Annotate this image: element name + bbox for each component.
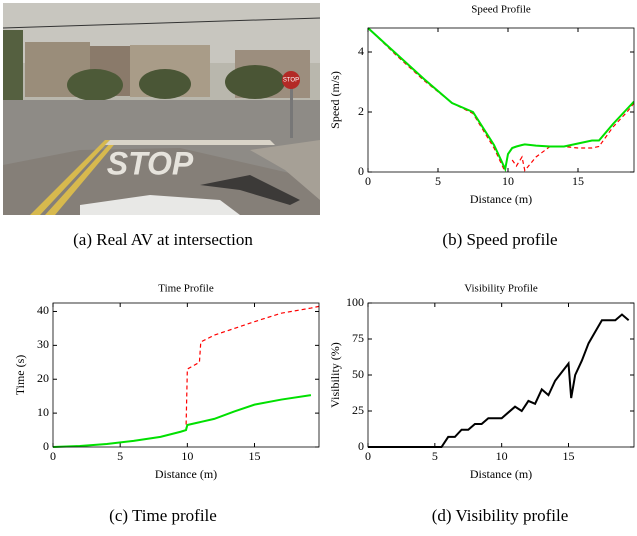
caption: (b) Speed profile xyxy=(442,230,557,249)
chart-title: Visibility Profile xyxy=(464,283,538,295)
y-tick-label: 0 xyxy=(358,439,364,453)
x-tick-label: 0 xyxy=(50,449,56,463)
y-tick-label: 30 xyxy=(37,337,49,351)
caption: (c) Time profile xyxy=(109,506,217,525)
y-axis-label: Speed (m/s) xyxy=(328,71,342,129)
series-line xyxy=(368,27,634,173)
x-tick-label: 15 xyxy=(563,449,575,463)
x-axis-label: Distance (m) xyxy=(155,467,217,481)
series-line xyxy=(368,313,630,448)
plot-frame xyxy=(52,302,320,448)
y-tick-label: 2 xyxy=(358,104,364,118)
y-tick-label: 25 xyxy=(352,403,364,417)
y-axis-label: Visibility (%) xyxy=(328,342,342,408)
y-tick-label: 75 xyxy=(352,331,364,345)
x-tick-label: 15 xyxy=(249,449,261,463)
y-tick-label: 0 xyxy=(358,164,364,178)
caption: (a) Real AV at intersection xyxy=(73,230,253,249)
y-tick-label: 4 xyxy=(358,44,364,58)
caption: (d) Visibility profile xyxy=(432,506,569,525)
plot-frame xyxy=(367,302,635,448)
x-tick-label: 0 xyxy=(365,449,371,463)
x-tick-label: 0 xyxy=(365,174,371,188)
x-tick-label: 5 xyxy=(117,449,123,463)
series-line xyxy=(53,305,319,448)
x-axis-label: Distance (m) xyxy=(470,192,532,206)
y-axis-label: Time (s) xyxy=(13,355,27,396)
y-tick-label: 50 xyxy=(352,367,364,381)
y-tick-label: 10 xyxy=(37,405,49,419)
x-axis-label: Distance (m) xyxy=(470,467,532,481)
chart-title: Time Profile xyxy=(158,283,214,295)
x-tick-label: 10 xyxy=(496,449,508,463)
series-line xyxy=(368,27,634,173)
x-tick-label: 5 xyxy=(432,449,438,463)
y-tick-label: 20 xyxy=(37,371,49,385)
plot-frame xyxy=(367,27,635,173)
x-tick-label: 10 xyxy=(502,174,514,188)
series-line xyxy=(53,394,312,448)
y-tick-label: 0 xyxy=(43,439,49,453)
y-tick-label: 40 xyxy=(37,303,49,317)
x-tick-label: 5 xyxy=(435,174,441,188)
photo: STOP STOP xyxy=(2,3,321,215)
stop-sign: STOP xyxy=(283,78,299,84)
x-tick-label: 10 xyxy=(181,449,193,463)
chart-title: Speed Profile xyxy=(471,4,531,16)
y-tick-label: 100 xyxy=(346,295,364,309)
x-tick-label: 15 xyxy=(572,174,584,188)
road-marking: STOP xyxy=(107,145,194,181)
